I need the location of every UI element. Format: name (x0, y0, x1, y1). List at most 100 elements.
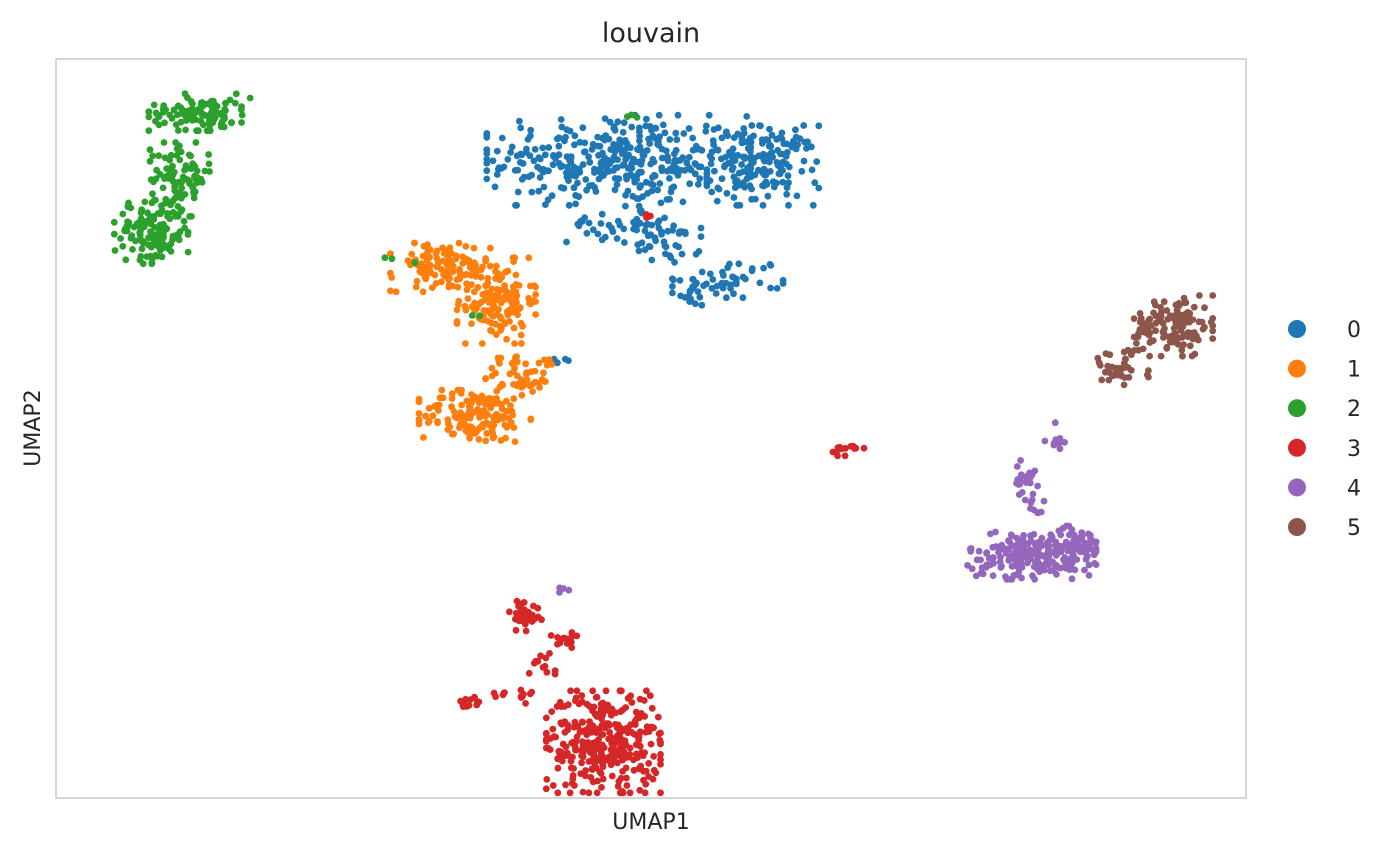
point (631, 178, 639, 186)
point (652, 237, 659, 245)
point (210, 116, 218, 123)
point (415, 410, 423, 417)
point (498, 380, 506, 388)
point (512, 271, 520, 279)
point (655, 224, 663, 232)
point (1178, 334, 1186, 341)
point (674, 171, 682, 179)
point (465, 402, 473, 410)
point (489, 157, 497, 165)
point (122, 256, 130, 264)
point (1044, 547, 1052, 555)
point (594, 230, 602, 238)
point (614, 783, 622, 790)
point (506, 370, 514, 378)
point (558, 757, 566, 765)
point (381, 254, 389, 262)
point (408, 250, 416, 258)
point (700, 282, 707, 290)
point (655, 111, 663, 119)
point (502, 268, 509, 276)
point (424, 263, 432, 271)
point (1191, 350, 1199, 358)
point (199, 121, 207, 129)
point (503, 288, 510, 296)
point (555, 142, 563, 150)
point (489, 430, 497, 437)
point (545, 356, 553, 363)
point (518, 340, 525, 347)
point (515, 602, 522, 610)
point (473, 701, 481, 709)
point (573, 687, 581, 695)
point (718, 134, 726, 142)
point (654, 186, 661, 194)
point (655, 730, 663, 738)
point (657, 789, 664, 797)
point (691, 300, 699, 308)
point (1146, 352, 1153, 360)
point (419, 252, 427, 260)
point (691, 170, 699, 178)
point (1157, 304, 1164, 311)
point (167, 201, 174, 209)
point (632, 708, 640, 716)
point (485, 421, 493, 429)
point (1152, 301, 1159, 309)
point (1084, 552, 1091, 560)
point (205, 151, 213, 158)
point (616, 144, 624, 152)
point (1135, 346, 1142, 354)
point (387, 269, 394, 277)
point (528, 368, 535, 375)
point (672, 146, 680, 154)
point (783, 190, 791, 198)
point (623, 774, 630, 782)
point (1069, 553, 1076, 561)
point (534, 613, 542, 621)
point (445, 281, 453, 289)
point (702, 122, 710, 130)
point (568, 780, 576, 787)
point (813, 158, 821, 166)
point (1013, 534, 1021, 542)
point (189, 106, 197, 114)
point (618, 687, 625, 695)
point (517, 319, 525, 327)
point (694, 181, 702, 188)
point (459, 703, 467, 710)
point (177, 208, 185, 216)
point (732, 280, 740, 288)
point (509, 411, 517, 419)
point (1056, 435, 1064, 442)
point (710, 126, 718, 133)
point (729, 145, 737, 153)
point (602, 687, 610, 695)
point (983, 549, 991, 557)
point (128, 232, 136, 240)
point (488, 319, 495, 327)
point (490, 689, 498, 697)
point (458, 417, 466, 424)
point (708, 285, 716, 292)
point (599, 731, 607, 738)
point (425, 404, 433, 412)
point (492, 268, 499, 275)
point (166, 111, 174, 119)
point (967, 548, 975, 555)
point (148, 242, 156, 249)
point (462, 340, 469, 347)
point (646, 692, 654, 700)
point (448, 390, 456, 398)
point (589, 226, 597, 234)
point (748, 267, 756, 275)
point (640, 150, 648, 157)
point (1133, 339, 1140, 347)
point (499, 691, 507, 699)
point (238, 119, 246, 126)
point (519, 382, 527, 390)
point (464, 412, 471, 420)
point (436, 394, 444, 402)
point (657, 751, 664, 758)
point (440, 250, 448, 257)
